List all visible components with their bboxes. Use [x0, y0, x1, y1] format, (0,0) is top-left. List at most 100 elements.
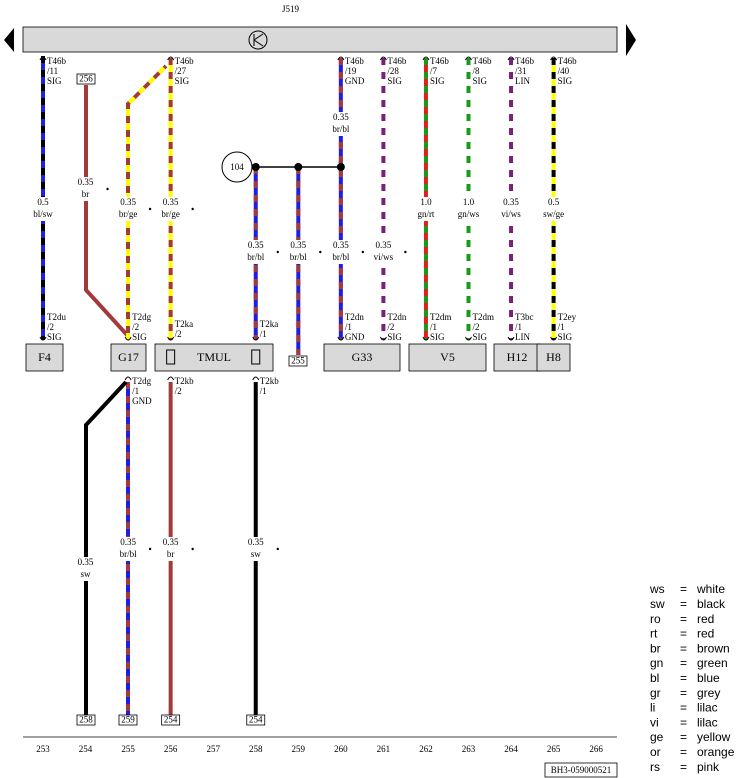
connector-pin: T46b	[175, 56, 194, 66]
legend-code: ws	[649, 582, 665, 596]
ground-symbol-mark	[253, 33, 264, 47]
connector-pin: T46b	[430, 56, 449, 66]
connector-pin: T46b	[515, 56, 534, 66]
wire-color: vi/ws	[501, 209, 521, 219]
footer-code: BH3-059000521	[551, 765, 612, 775]
wire-color: br/bl	[332, 252, 349, 262]
connector-number: /11	[47, 66, 58, 76]
legend-code: bl	[650, 671, 659, 685]
column-number: 259	[292, 744, 306, 754]
legend-name: orange	[697, 745, 735, 759]
legend-code: gr	[650, 686, 661, 700]
pin-mark	[465, 56, 472, 61]
pin-mark	[550, 336, 558, 341]
wire-color: sw	[81, 569, 92, 579]
legend-code: ge	[650, 730, 664, 744]
wire-size: 0.35	[163, 537, 179, 547]
connector-signal: SIG	[175, 76, 190, 86]
wire-color: vi/ws	[374, 252, 394, 262]
ref-box	[246, 714, 266, 726]
column-number: 255	[121, 744, 135, 754]
connector-signal: GND	[345, 332, 365, 342]
dot	[276, 547, 279, 551]
label-gap	[27, 197, 59, 221]
label-gap	[239, 240, 272, 264]
dot	[276, 250, 279, 254]
wire-size: 0.35	[78, 557, 94, 567]
wire-color: br	[167, 549, 175, 559]
connector-number: /8	[473, 66, 481, 76]
legend-separator: =	[680, 641, 687, 655]
legend-code: sw	[650, 597, 665, 611]
connector-pin: T2dg	[132, 312, 151, 322]
connector-pin: T46b	[345, 56, 364, 66]
legend-name: white	[696, 582, 725, 596]
arrow-left	[4, 28, 14, 52]
connector-number: /1	[260, 386, 267, 396]
wire-size: 0.35	[333, 240, 349, 250]
component-box	[408, 343, 487, 372]
legend-separator: =	[680, 582, 687, 596]
label-gap	[282, 240, 315, 264]
legend-name: lilac	[697, 701, 718, 715]
column-number: 260	[334, 744, 348, 754]
pin-mark	[337, 56, 345, 61]
label-gap	[69, 557, 102, 581]
label-gap	[495, 197, 528, 221]
junction	[336, 163, 345, 171]
connector-pin: T2dm	[473, 312, 495, 322]
component-label: F4	[38, 350, 51, 364]
junction	[294, 163, 303, 171]
legend-name: grey	[697, 686, 720, 700]
connector-signal: LIN	[515, 76, 530, 86]
label-gap	[112, 537, 145, 561]
column-number: 257	[206, 744, 220, 754]
legend-separator: =	[680, 701, 687, 715]
wire-color: br/bl	[120, 549, 137, 559]
connector-pin: T2du	[47, 312, 66, 322]
pin-mark	[124, 336, 132, 341]
wire-size: 0.35	[78, 177, 94, 187]
legend-name: blue	[697, 671, 720, 685]
pin-mark	[422, 56, 430, 61]
pin-mark	[252, 336, 260, 341]
legend-separator: =	[680, 760, 687, 774]
junction	[251, 163, 260, 171]
column-number: 254	[79, 744, 93, 754]
legend-name: yellow	[697, 730, 731, 744]
legend-name: red	[697, 627, 714, 641]
wire-color: bl/sw	[33, 209, 53, 219]
pin-mark	[124, 376, 132, 381]
wire	[84, 380, 128, 716]
connector-number: /1	[132, 386, 139, 396]
pin-mark	[507, 336, 515, 341]
wire-size: 0.35	[248, 537, 264, 547]
connector-number: /2	[47, 322, 54, 332]
connector-pin: T2ka	[260, 319, 279, 329]
node-label: 104	[230, 162, 244, 172]
wire-size: 0.5	[548, 197, 560, 207]
legend-code: vi	[650, 715, 659, 729]
column-number: 261	[377, 744, 391, 754]
connector-pin: T2dm	[430, 312, 452, 322]
legend-code: rs	[650, 760, 660, 774]
pin-mark	[550, 56, 558, 61]
legend-separator: =	[680, 715, 687, 729]
connector-pin: T46b	[558, 56, 577, 66]
connector-signal: SIG	[430, 76, 445, 86]
label-gap	[452, 197, 485, 221]
dot	[191, 547, 194, 551]
pin-mark	[337, 336, 345, 341]
connector-signal: SIG	[47, 76, 62, 86]
connector-pin: T2ka	[175, 319, 194, 329]
wire-size: 0.35	[290, 240, 306, 250]
wire-size: 0.35	[120, 537, 136, 547]
connector-signal: GND	[132, 396, 152, 406]
legend-separator: =	[680, 730, 687, 744]
wire-color: gn/rt	[417, 209, 434, 219]
unit-title: J519	[282, 4, 300, 14]
connector-pin: T46b	[47, 56, 66, 66]
label-gap	[154, 537, 187, 561]
connector-number: /1	[558, 322, 565, 332]
component-label: G33	[352, 350, 373, 364]
